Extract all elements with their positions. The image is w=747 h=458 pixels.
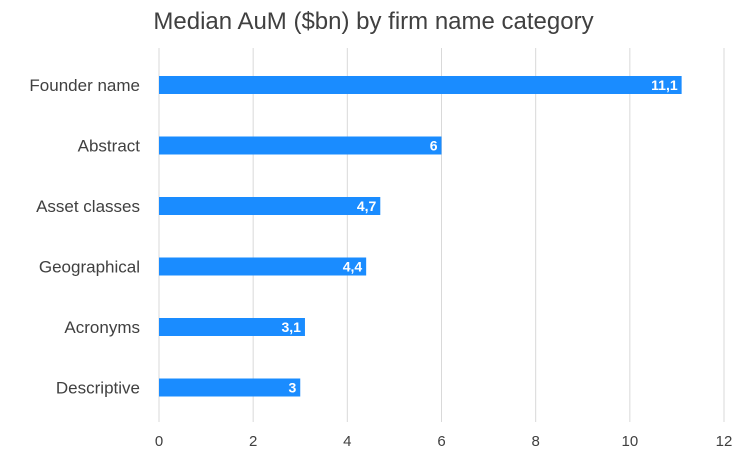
data-label: 4,7 bbox=[357, 198, 377, 214]
bar bbox=[159, 136, 442, 155]
x-tick-label: 4 bbox=[343, 433, 351, 450]
chart-title: Median AuM ($bn) by firm name category bbox=[153, 8, 594, 35]
data-label: 4,4 bbox=[343, 259, 363, 275]
category-label: Acronyms bbox=[64, 318, 140, 337]
bar bbox=[159, 257, 367, 276]
x-tick-label: 10 bbox=[621, 433, 638, 450]
x-tick-label: 6 bbox=[437, 433, 445, 450]
bar bbox=[159, 318, 305, 336]
data-label: 11,1 bbox=[651, 77, 678, 93]
category-label: Abstract bbox=[78, 137, 141, 156]
data-label: 6 bbox=[430, 138, 438, 154]
category-labels: Founder name Abstract Asset classes Geograp… bbox=[29, 76, 140, 398]
x-tick-label: 0 bbox=[155, 433, 163, 450]
x-axis-ticks: 0 2 4 6 8 10 12 bbox=[155, 433, 733, 450]
category-label: Descriptive bbox=[56, 379, 140, 398]
category-label: Geographical bbox=[39, 258, 140, 277]
bars: 11,1 6 4,7 4,4 3,1 3 bbox=[159, 76, 682, 397]
x-tick-label: 12 bbox=[716, 433, 733, 450]
x-tick-label: 2 bbox=[249, 433, 257, 450]
x-tick-label: 8 bbox=[531, 433, 539, 450]
bar bbox=[159, 378, 301, 397]
category-label: Founder name bbox=[29, 76, 140, 95]
category-label: Asset classes bbox=[36, 197, 140, 216]
bar bbox=[159, 76, 682, 94]
bar bbox=[159, 197, 381, 215]
gridlines bbox=[158, 48, 725, 422]
data-label: 3 bbox=[288, 380, 296, 396]
data-label: 3,1 bbox=[281, 319, 301, 335]
